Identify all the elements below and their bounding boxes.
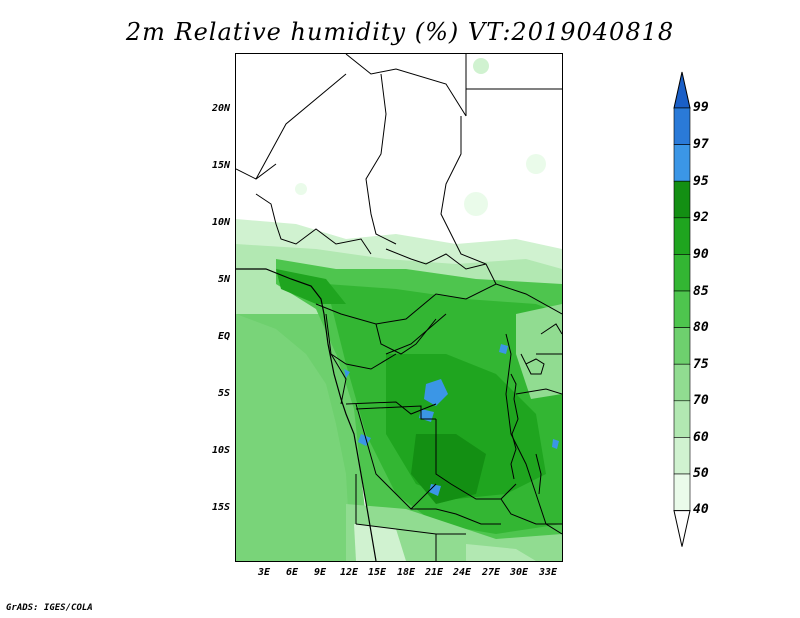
y-tick-label: 10N — [211, 217, 230, 228]
colorbar-segment — [673, 217, 691, 255]
colorbar-bottom-arrow — [673, 510, 691, 547]
x-tick-label: 9E — [313, 567, 327, 578]
map-panel — [235, 53, 563, 562]
y-tick-label: 15N — [211, 160, 230, 171]
x-tick-label: 18E — [396, 567, 416, 578]
colorbar-label: 85 — [693, 284, 709, 299]
colorbar-segment — [673, 180, 691, 219]
colorbar-segment — [673, 363, 691, 402]
colorbar-segment — [673, 107, 691, 145]
colorbar-label: 70 — [693, 393, 709, 408]
chart-title: 2m Relative humidity (%) VT:2019040818 — [125, 18, 675, 46]
y-tick-label: 10S — [211, 445, 230, 456]
colorbar — [673, 71, 691, 547]
y-tick-label: 5N — [217, 274, 230, 285]
x-tick-label: 3E — [257, 567, 271, 578]
colorbar-label: 92 — [693, 210, 709, 225]
grads-credit: GrADS: IGES/COLA — [6, 603, 93, 613]
y-tick-label: EQ — [217, 331, 230, 342]
colorbar-segment — [673, 400, 691, 438]
colorbar-segment — [673, 327, 691, 365]
y-tick-label: 5S — [217, 388, 230, 399]
y-tick-label: 15S — [211, 502, 230, 513]
humidity-map — [236, 54, 562, 561]
x-tick-label: 12E — [339, 567, 359, 578]
x-tick-label: 27E — [481, 567, 501, 578]
colorbar-label: 60 — [693, 430, 709, 445]
colorbar-label: 99 — [693, 100, 709, 115]
colorbar-segment — [673, 473, 691, 511]
x-tick-label: 21E — [424, 567, 444, 578]
colorbar-label: 90 — [693, 247, 709, 262]
y-tick-label: 20N — [211, 103, 230, 114]
colorbar-label: 95 — [693, 174, 709, 189]
colorbar-top-arrow — [673, 71, 691, 109]
colorbar-label: 80 — [693, 320, 709, 335]
colorbar-segment — [673, 144, 691, 182]
colorbar-segment — [673, 290, 691, 328]
colorbar-label: 50 — [693, 466, 709, 481]
x-tick-label: 24E — [452, 567, 472, 578]
colorbar-segment — [673, 254, 691, 292]
colorbar-label: 97 — [693, 137, 709, 152]
colorbar-label: 75 — [693, 357, 709, 372]
colorbar-label: 40 — [693, 502, 709, 517]
colorbar-segment — [673, 437, 691, 475]
x-tick-label: 6E — [285, 567, 299, 578]
x-tick-label: 33E — [538, 567, 558, 578]
x-tick-label: 30E — [509, 567, 529, 578]
x-tick-label: 15E — [367, 567, 387, 578]
